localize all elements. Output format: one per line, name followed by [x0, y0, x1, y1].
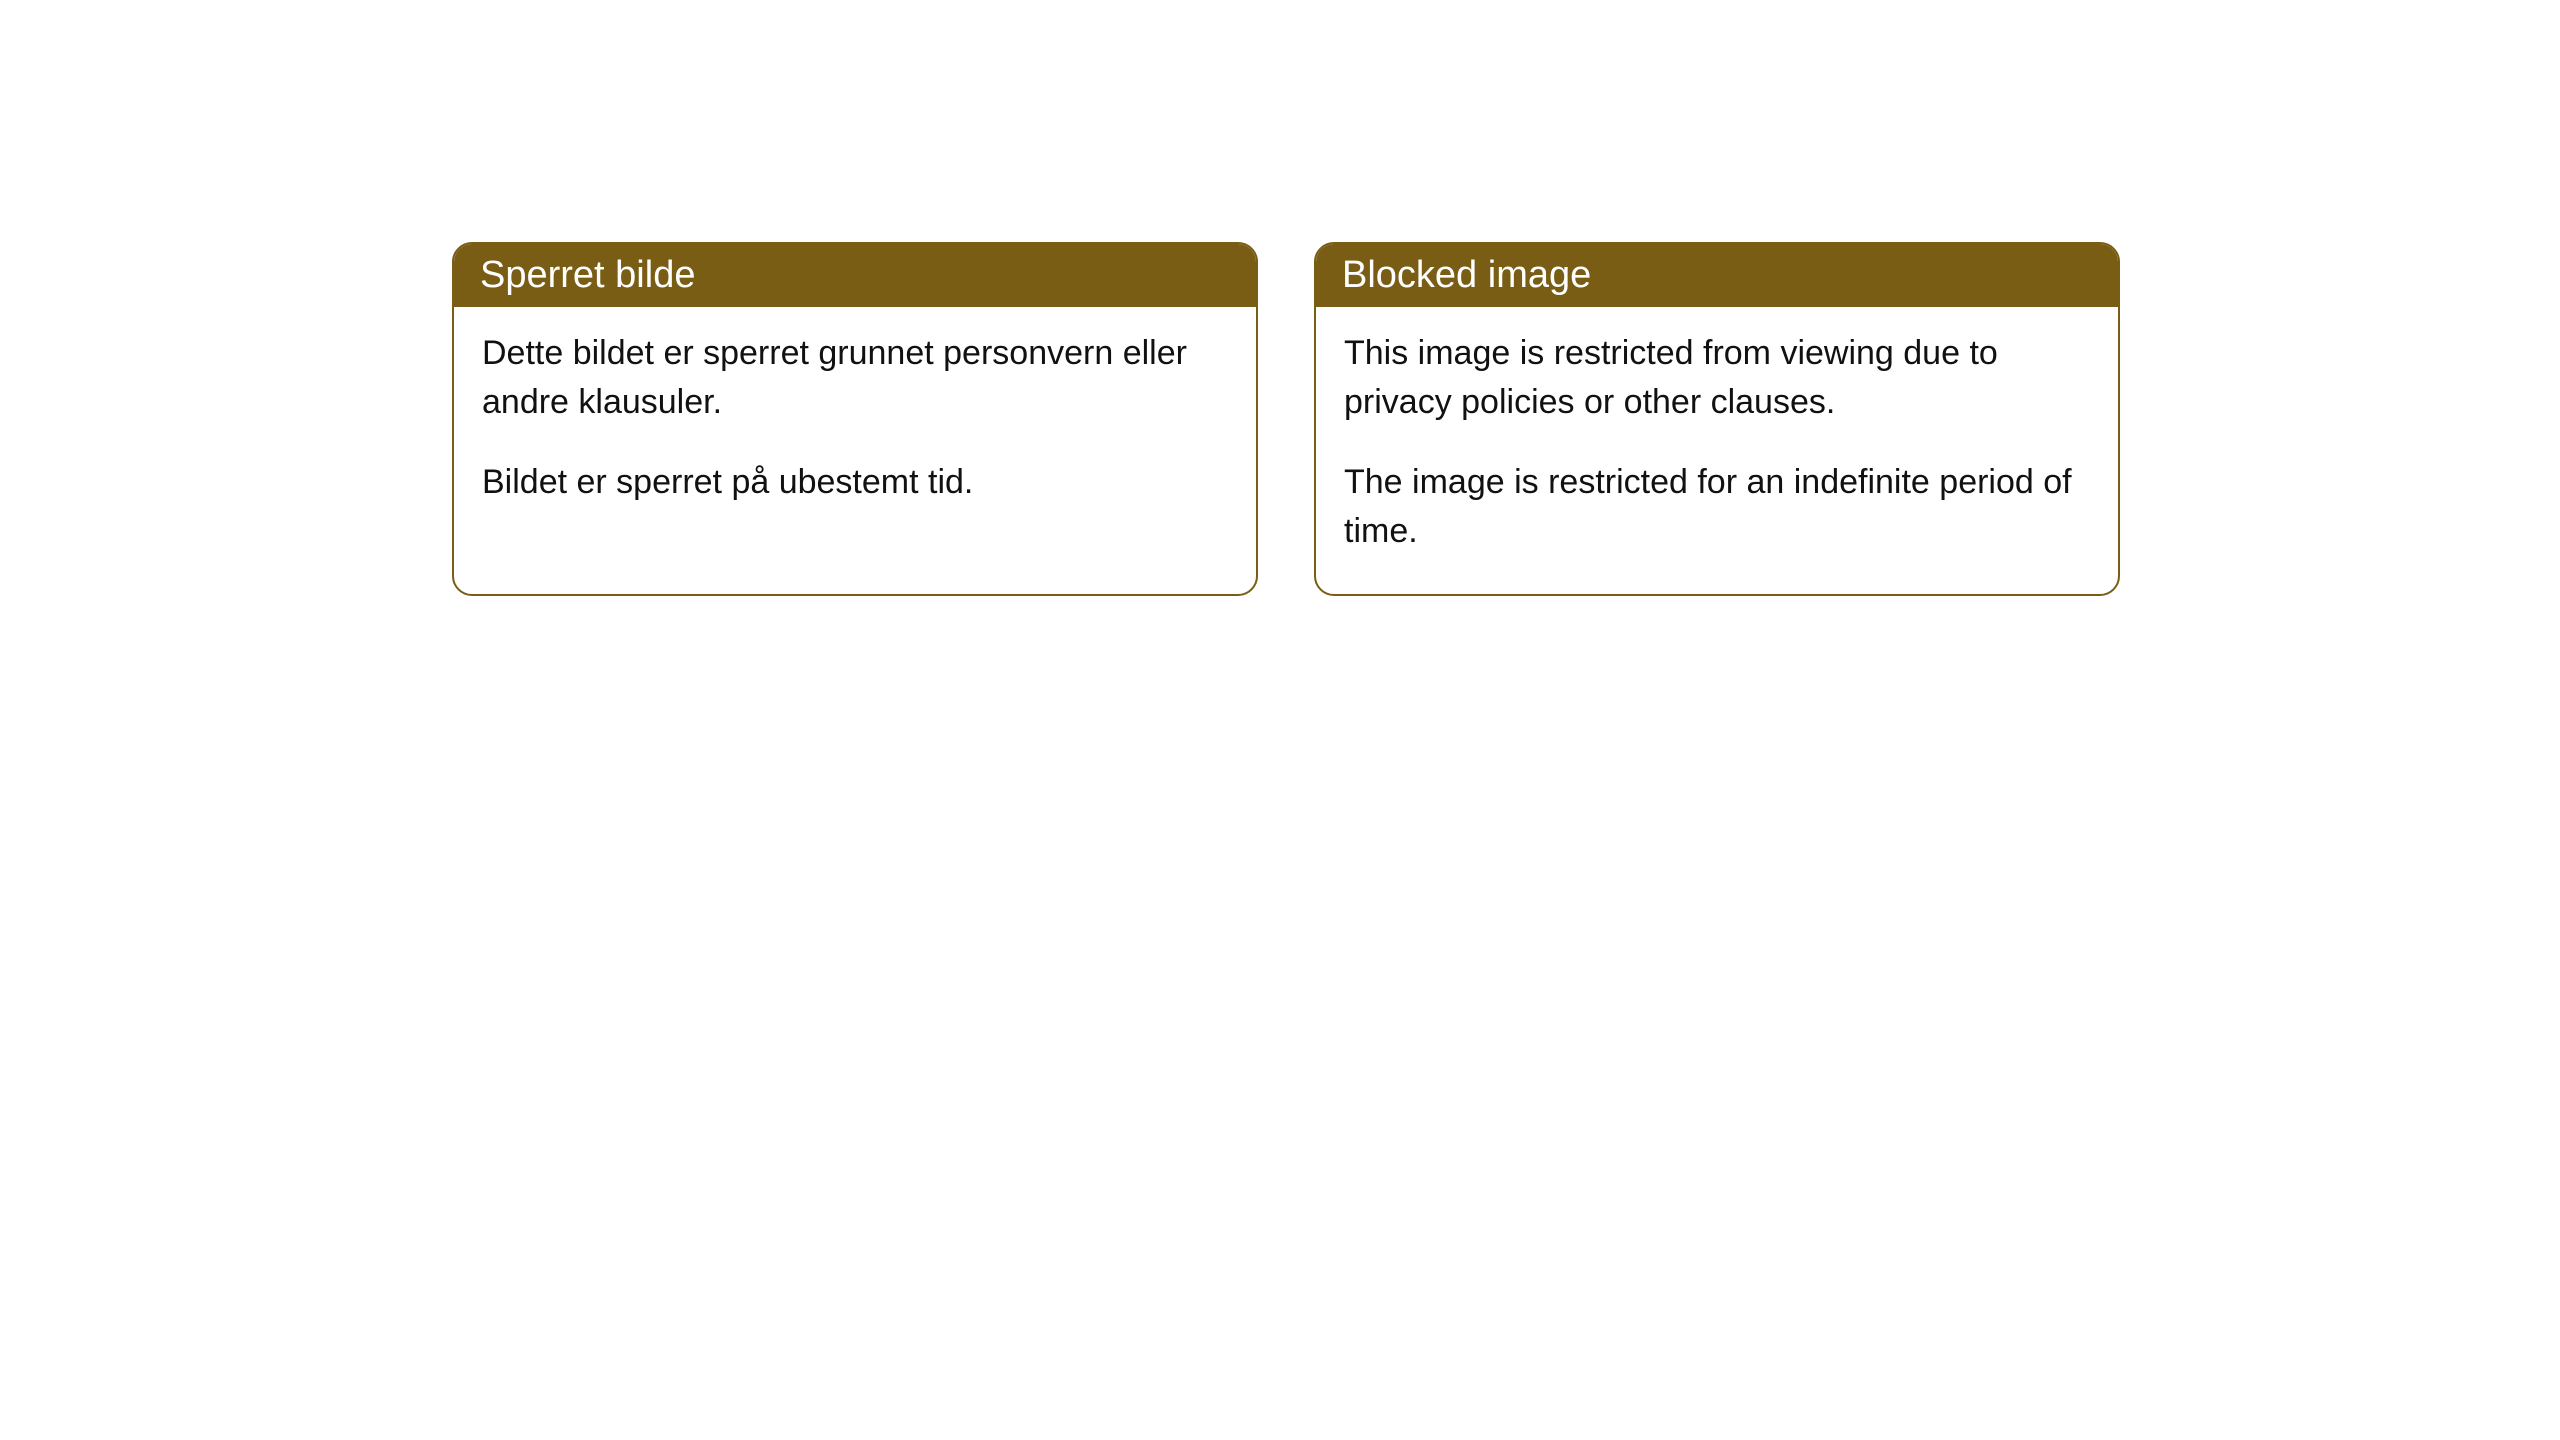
notice-card-english: Blocked image This image is restricted f…	[1314, 242, 2120, 596]
card-title: Sperret bilde	[480, 254, 695, 296]
card-paragraph: Dette bildet er sperret grunnet personve…	[482, 329, 1228, 428]
card-paragraph: The image is restricted for an indefinit…	[1344, 458, 2090, 557]
card-header: Sperret bilde	[454, 244, 1256, 307]
notice-card-norwegian: Sperret bilde Dette bildet er sperret gr…	[452, 242, 1258, 596]
card-header: Blocked image	[1316, 244, 2118, 307]
notice-container: Sperret bilde Dette bildet er sperret gr…	[0, 0, 2560, 596]
card-body: This image is restricted from viewing du…	[1316, 307, 2118, 594]
card-body: Dette bildet er sperret grunnet personve…	[454, 307, 1256, 545]
card-paragraph: Bildet er sperret på ubestemt tid.	[482, 458, 1228, 507]
card-paragraph: This image is restricted from viewing du…	[1344, 329, 2090, 428]
card-title: Blocked image	[1342, 254, 1591, 296]
